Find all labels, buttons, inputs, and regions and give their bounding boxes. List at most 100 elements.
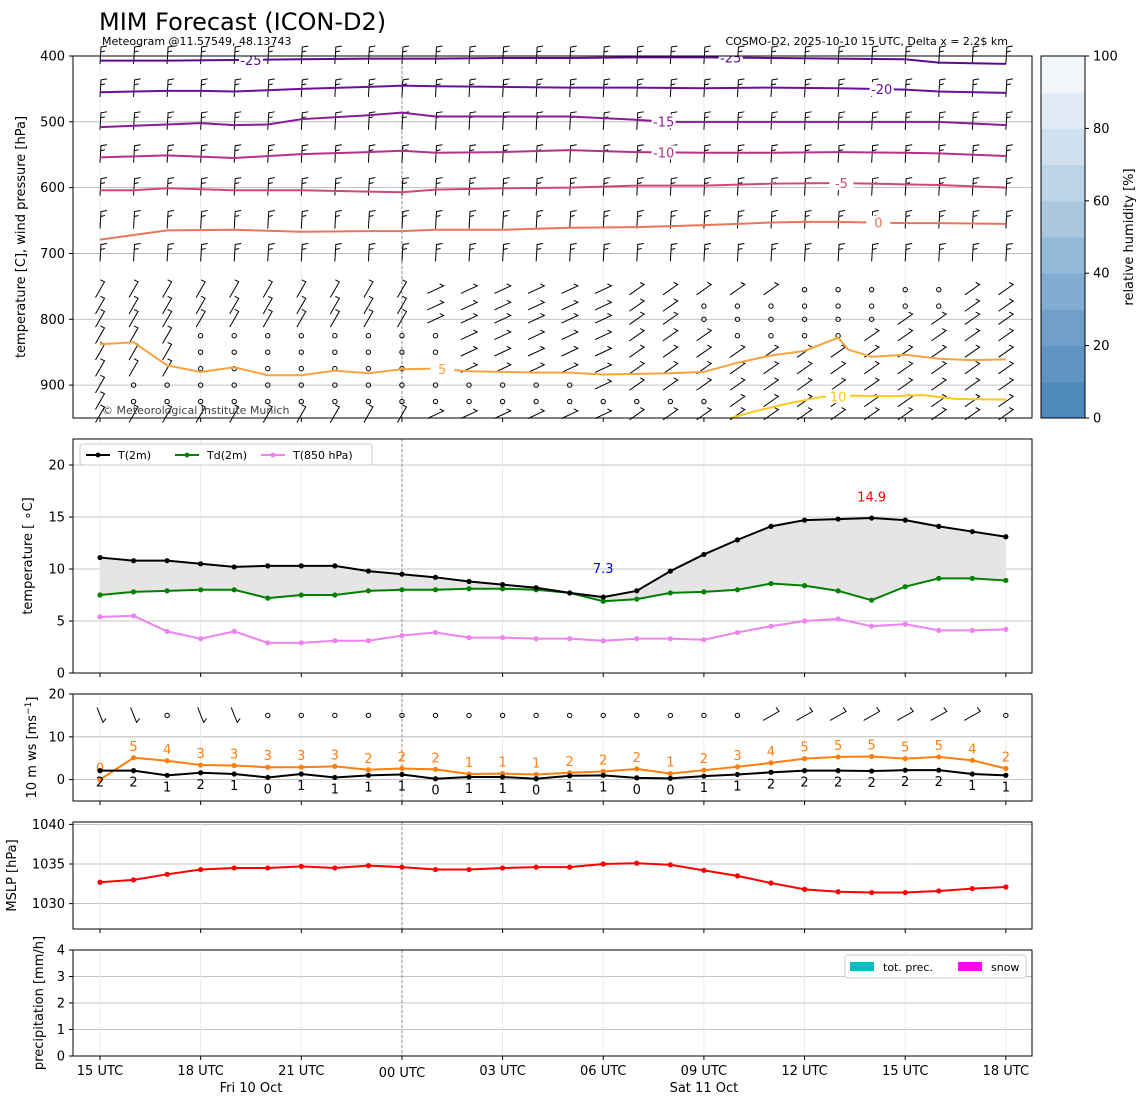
wind-barb: [200, 242, 208, 262]
data-point: [298, 563, 304, 569]
wind-barb: [527, 345, 546, 357]
wind-barb: [669, 242, 678, 262]
calm-circle: [231, 333, 237, 339]
wind-barb: [494, 313, 512, 324]
wind-barb: [363, 404, 374, 423]
wind-barb: [662, 328, 679, 342]
calm-circle: [835, 303, 841, 309]
calm-circle: [567, 398, 573, 405]
wind-barb: [367, 78, 376, 97]
wind-barb: [964, 344, 981, 358]
wind-barb: [796, 707, 814, 721]
calm-circle: [768, 316, 774, 322]
data-point: [130, 768, 137, 774]
wind-barb: [696, 361, 713, 375]
wind-barb: [99, 242, 108, 262]
panel-border: [72, 438, 1033, 674]
data-point: [667, 775, 673, 781]
calm-circle: [265, 398, 271, 405]
wind-barb: [863, 328, 880, 342]
wind-value-label: 2: [398, 750, 406, 765]
wind-barb: [166, 111, 175, 130]
wind-barb: [796, 361, 813, 375]
wind-value-label: 2: [1002, 750, 1010, 765]
colorbar-segment: [1041, 273, 1085, 310]
wind-barb: [931, 407, 948, 421]
wind-barb: [897, 377, 914, 391]
wind-barb: [397, 295, 408, 315]
wind-barb: [703, 111, 711, 130]
calm-circle: [634, 712, 640, 719]
wind-barb: [262, 309, 273, 328]
calm-circle: [466, 712, 472, 719]
calm-circle: [399, 382, 405, 388]
wind-barb: [128, 358, 139, 377]
wind-barb: [636, 78, 644, 97]
wind-barb: [95, 391, 106, 410]
y-tick-label: 10: [48, 730, 65, 745]
wind-barb: [696, 344, 713, 358]
data-point: [801, 618, 808, 624]
data-point: [130, 613, 137, 619]
wind-barb: [494, 345, 512, 357]
wind-barb: [427, 313, 445, 324]
wind-barb: [602, 242, 611, 262]
wind-barb: [863, 377, 880, 391]
data-point: [97, 592, 103, 598]
colorbar-tick-label: 0: [1093, 412, 1101, 427]
calm-circle: [701, 316, 707, 322]
calm-circle: [432, 333, 439, 339]
wind-barb: [99, 144, 108, 163]
wind-value-label: 5: [935, 739, 943, 754]
data-point: [533, 771, 539, 778]
wind-barb: [829, 707, 847, 721]
data-point: [1003, 765, 1009, 772]
wind-barb: [863, 707, 881, 721]
calm-circle: [164, 382, 170, 388]
wind-value-label: 2: [633, 751, 641, 766]
wind-barb: [602, 45, 611, 65]
wind-barb: [703, 45, 711, 65]
wind-barb: [468, 111, 477, 130]
wind-barb: [233, 45, 242, 65]
wind-barb: [460, 408, 479, 419]
wind-barb: [896, 707, 914, 721]
wind-barb: [133, 242, 141, 262]
data-point: [768, 623, 774, 629]
wind-barb: [703, 177, 711, 196]
wind-barb: [527, 299, 546, 311]
x-tick-label: 15 UTC: [77, 1064, 123, 1079]
data-point: [466, 866, 472, 873]
wind-value-label: 1: [666, 756, 674, 771]
data-point: [1003, 772, 1009, 778]
wind-barb: [770, 177, 779, 196]
wind-barb: [300, 78, 309, 97]
data-point: [265, 865, 271, 871]
wind-barb: [229, 279, 240, 298]
wind-value-label: 1: [465, 756, 473, 771]
wind-barb: [401, 177, 410, 196]
calm-circle: [164, 712, 170, 719]
wind-barb: [166, 45, 175, 65]
wind-barb: [863, 407, 880, 421]
data-point: [332, 563, 338, 569]
data-point: [198, 561, 204, 567]
wind-barb: [267, 111, 275, 130]
y-tick-label: 10: [48, 563, 65, 578]
wind-barb: [535, 210, 544, 229]
wind-barb: [468, 210, 477, 229]
legend-swatch: [850, 962, 874, 971]
wind-barb: [502, 177, 510, 196]
wind-barb: [502, 45, 510, 65]
wind-barb: [837, 78, 846, 97]
calm-circle: [298, 712, 304, 719]
data-point: [1003, 534, 1009, 540]
data-point: [198, 636, 204, 642]
wind-barb: [427, 408, 445, 419]
wind-barb: [569, 242, 577, 262]
wind-barb: [95, 374, 106, 394]
calm-circle: [734, 712, 741, 719]
wind-barb: [195, 295, 206, 315]
wind-barb: [300, 111, 309, 130]
colorbar-segment: [1041, 164, 1085, 202]
